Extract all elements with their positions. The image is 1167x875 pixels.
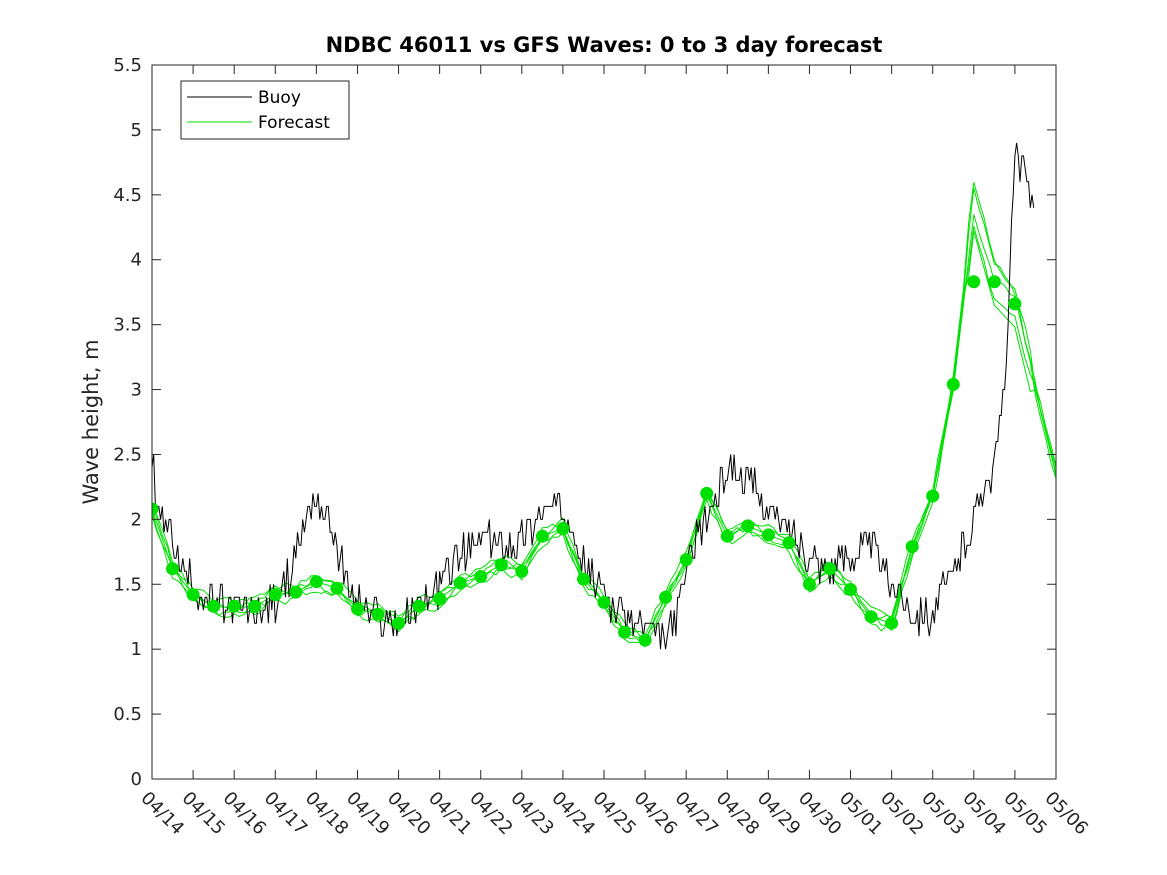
- x-tick-label: 04/16: [219, 788, 271, 840]
- legend-buoy-label: Buoy: [258, 88, 301, 108]
- y-tick-label: 0: [131, 769, 142, 790]
- forecast-point: [946, 377, 960, 391]
- forecast-point: [741, 519, 755, 533]
- y-tick-label: 0.5: [113, 704, 142, 725]
- x-tick-label: 04/26: [630, 788, 682, 840]
- forecast-point: [152, 502, 159, 516]
- y-tick-label: 4: [131, 250, 142, 271]
- y-tick-label: 2: [131, 509, 142, 530]
- x-tick-label: 05/06: [1040, 788, 1092, 840]
- buoy-line: [152, 142, 1035, 650]
- x-tick-label: 04/24: [547, 788, 599, 840]
- x-tick-label: 04/20: [383, 788, 435, 840]
- forecast-point: [453, 576, 467, 590]
- x-tick-label: 04/28: [712, 788, 764, 840]
- x-tick-label: 05/05: [999, 788, 1051, 840]
- forecast-point: [679, 553, 693, 567]
- forecast-point: [987, 275, 1001, 289]
- x-tick-label: 04/17: [260, 788, 312, 840]
- forecast-point: [905, 540, 919, 554]
- x-tick-label: 04/21: [424, 788, 476, 840]
- forecast-point: [618, 625, 631, 639]
- x-tick-label: 04/25: [588, 788, 640, 840]
- y-tick-label: 5: [131, 120, 142, 141]
- forecast-point: [720, 529, 734, 543]
- x-tick-label: 05/03: [917, 788, 969, 840]
- chart-title: NDBC 46011 vs GFS Waves: 0 to 3 day fore…: [326, 33, 883, 57]
- forecast-point: [1008, 297, 1022, 311]
- forecast-point: [330, 581, 344, 595]
- forecast-point: [248, 599, 262, 613]
- forecast-point: [803, 577, 816, 591]
- series-layer: [152, 142, 1056, 650]
- forecast-point: [371, 607, 385, 621]
- legend-box: [180, 80, 350, 140]
- y-tick-label: 1.5: [113, 574, 142, 595]
- forecast-point: [412, 599, 426, 613]
- y-tick-label: 5.5: [113, 55, 142, 76]
- forecast-point: [351, 602, 364, 616]
- legend: Buoy Forecast: [180, 80, 350, 140]
- forecast-point: [577, 572, 590, 586]
- y-tick-label: 3.5: [113, 315, 142, 336]
- forecast-point: [823, 562, 837, 576]
- forecast-point: [474, 570, 488, 583]
- y-axis-label: Wave height, m: [79, 339, 103, 504]
- y-tick-label: 4.5: [113, 185, 142, 206]
- forecast-point: [392, 616, 405, 630]
- x-tick-label: 05/02: [876, 788, 928, 840]
- plot-area: [152, 65, 1056, 779]
- y-tick-label: 3: [131, 380, 142, 401]
- forecast-point: [289, 585, 303, 599]
- x-tick-label: 04/15: [178, 788, 230, 840]
- x-tick-label: 04/19: [342, 788, 394, 840]
- forecast-point: [967, 275, 981, 289]
- forecast-point: [638, 633, 652, 647]
- forecast-point: [844, 583, 857, 596]
- forecast-point: [268, 588, 282, 602]
- forecast-point: [597, 595, 611, 609]
- y-tick-label: 1: [131, 639, 142, 660]
- forecast-point: [207, 599, 221, 613]
- x-tick-label: 04/27: [671, 788, 723, 840]
- y-tick-label: 2.5: [113, 444, 142, 465]
- forecast-point: [309, 575, 323, 589]
- x-tick-label: 04/23: [506, 788, 558, 840]
- x-tick-label: 05/01: [835, 788, 887, 840]
- forecast-point: [700, 486, 714, 500]
- forecast-point: [864, 610, 878, 624]
- forecast-point: [186, 588, 200, 602]
- forecast-point: [556, 522, 570, 535]
- forecast-point: [535, 529, 549, 543]
- x-tick-label: 04/14: [136, 788, 188, 840]
- forecast-point: [494, 558, 508, 572]
- forecast-point: [227, 599, 241, 613]
- x-tick-label: 04/29: [753, 788, 805, 840]
- forecast-point: [166, 562, 179, 576]
- forecast-point: [659, 590, 673, 604]
- legend-forecast-label: Forecast: [258, 113, 330, 133]
- forecast-point: [885, 616, 899, 630]
- forecast-point: [926, 489, 940, 503]
- x-tick-label: 04/18: [301, 788, 353, 840]
- x-tick-label: 05/04: [958, 788, 1010, 840]
- forecast-point: [433, 592, 447, 606]
- forecast-point: [782, 536, 796, 550]
- x-tick-label: 04/30: [794, 788, 846, 840]
- x-tick-label: 04/22: [465, 788, 517, 840]
- forecast-point: [761, 528, 775, 542]
- forecast-point: [515, 564, 529, 578]
